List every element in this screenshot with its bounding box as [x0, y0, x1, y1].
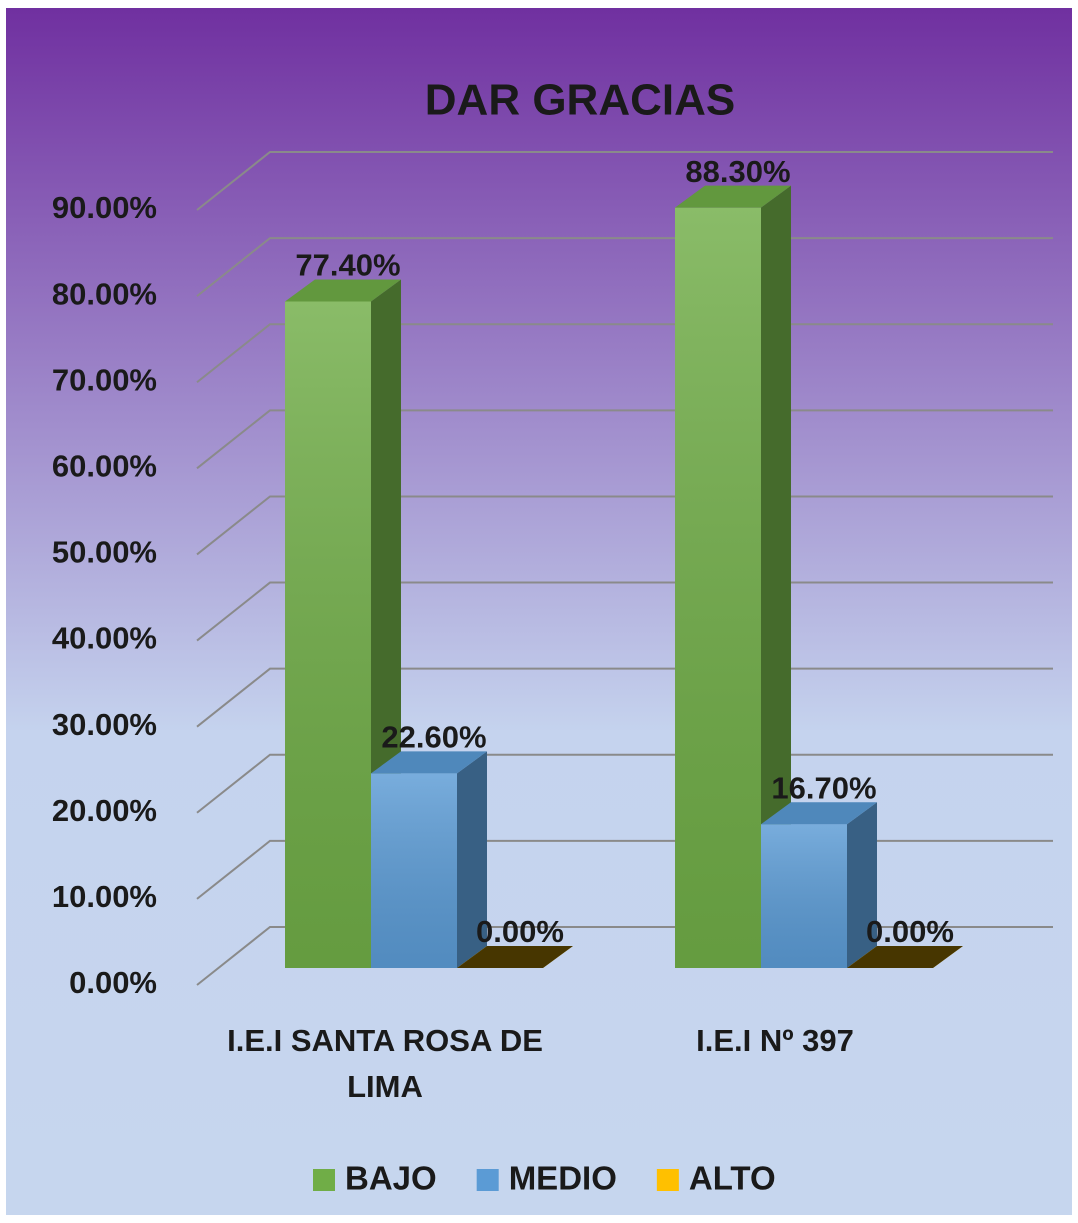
chart-title: DAR GRACIAS — [425, 76, 735, 125]
grid-line — [196, 237, 1053, 297]
data-label: 0.00% — [476, 914, 564, 949]
legend-label: BAJO — [345, 1160, 437, 1197]
bar-top-shade — [761, 802, 877, 825]
bar-top — [285, 279, 401, 302]
bar — [371, 751, 487, 968]
bar-top-shade — [457, 946, 573, 968]
bar-front-shade — [761, 824, 847, 968]
data-label: 16.70% — [771, 770, 876, 805]
bar-side — [457, 751, 487, 968]
grid-line — [196, 581, 1053, 642]
x-tick-label: I.E.I SANTA ROSA DE LIMA — [227, 1023, 543, 1104]
x-tick-label: I.E.I Nº 397 — [696, 1023, 854, 1058]
bar-front-shade — [371, 773, 457, 968]
grid-line — [196, 151, 1053, 211]
data-label: 88.30% — [685, 154, 790, 189]
data-label: 77.40% — [295, 248, 400, 283]
bar-side — [761, 185, 791, 968]
y-tick-label: 30.00% — [52, 707, 157, 742]
bar-top — [371, 751, 487, 774]
grid-line — [196, 753, 1053, 814]
bar-top-shade — [675, 185, 791, 208]
y-tick-label: 20.00% — [52, 793, 157, 828]
bar-top-shade — [285, 279, 401, 302]
grid-line — [196, 667, 1053, 728]
bar-side — [847, 802, 877, 968]
bar-front-shade — [675, 207, 761, 968]
y-tick-label: 90.00% — [52, 190, 157, 225]
bar-side-shade — [761, 185, 791, 968]
legend-label: MEDIO — [509, 1160, 617, 1197]
bar — [847, 946, 963, 968]
bar — [761, 802, 877, 968]
y-tick-label: 10.00% — [52, 879, 157, 914]
bar — [457, 946, 573, 968]
grid-line — [196, 323, 1053, 384]
bar-front-shade — [285, 301, 371, 968]
bar — [675, 185, 791, 968]
bar-side-shade — [457, 751, 487, 968]
y-tick-label: 40.00% — [52, 621, 157, 656]
grid-line — [196, 409, 1053, 470]
y-tick-label: 0.00% — [69, 965, 157, 1000]
data-label: 22.60% — [381, 720, 486, 755]
y-tick-label: 70.00% — [52, 362, 157, 397]
background — [6, 8, 1072, 1215]
legend-swatch — [476, 1169, 499, 1191]
bar-top — [761, 802, 877, 825]
bar-side-shade — [847, 802, 877, 968]
bar-top-shade — [371, 751, 487, 774]
data-label: 0.00% — [866, 914, 954, 949]
grid-line — [196, 495, 1053, 556]
y-tick-label: 60.00% — [52, 449, 157, 484]
y-tick-label: 80.00% — [52, 276, 157, 311]
bar-top — [675, 185, 791, 208]
legend-label: ALTO — [689, 1160, 776, 1197]
bar-top-shade — [847, 946, 963, 968]
y-tick-label: 50.00% — [52, 535, 157, 570]
legend-swatch — [313, 1169, 335, 1191]
legend-swatch — [656, 1169, 679, 1191]
